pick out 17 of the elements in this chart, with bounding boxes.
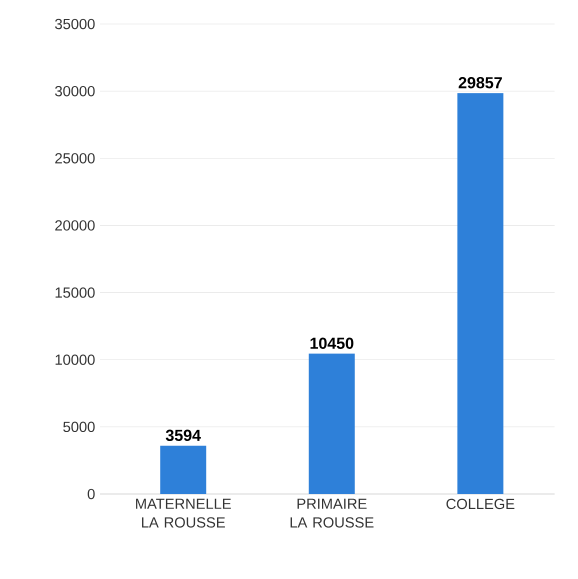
y-tick-label: 5000 (63, 422, 95, 432)
data-label: 10450 (310, 338, 354, 349)
x-tick-label: PRIMAIRE LA ROUSSE (290, 498, 374, 528)
y-tick-label: 35000 (55, 18, 95, 30)
y-tick-label: 0 (88, 488, 95, 500)
y-tick-label: 30000 (55, 86, 95, 96)
bar (457, 93, 504, 494)
y-tick-label: 15000 (56, 287, 95, 298)
x-tick-label: MATERNELLE LA ROUSSE (136, 498, 231, 528)
y-tick-label: 25000 (55, 153, 95, 164)
data-label: 29857 (458, 77, 502, 88)
y-tick-label: 10000 (56, 354, 95, 365)
x-tick-label: COLLEGE (446, 498, 514, 510)
bar (308, 354, 355, 494)
bar (160, 446, 206, 494)
data-label: 3594 (166, 430, 201, 442)
y-tick-label: 20000 (55, 220, 95, 231)
